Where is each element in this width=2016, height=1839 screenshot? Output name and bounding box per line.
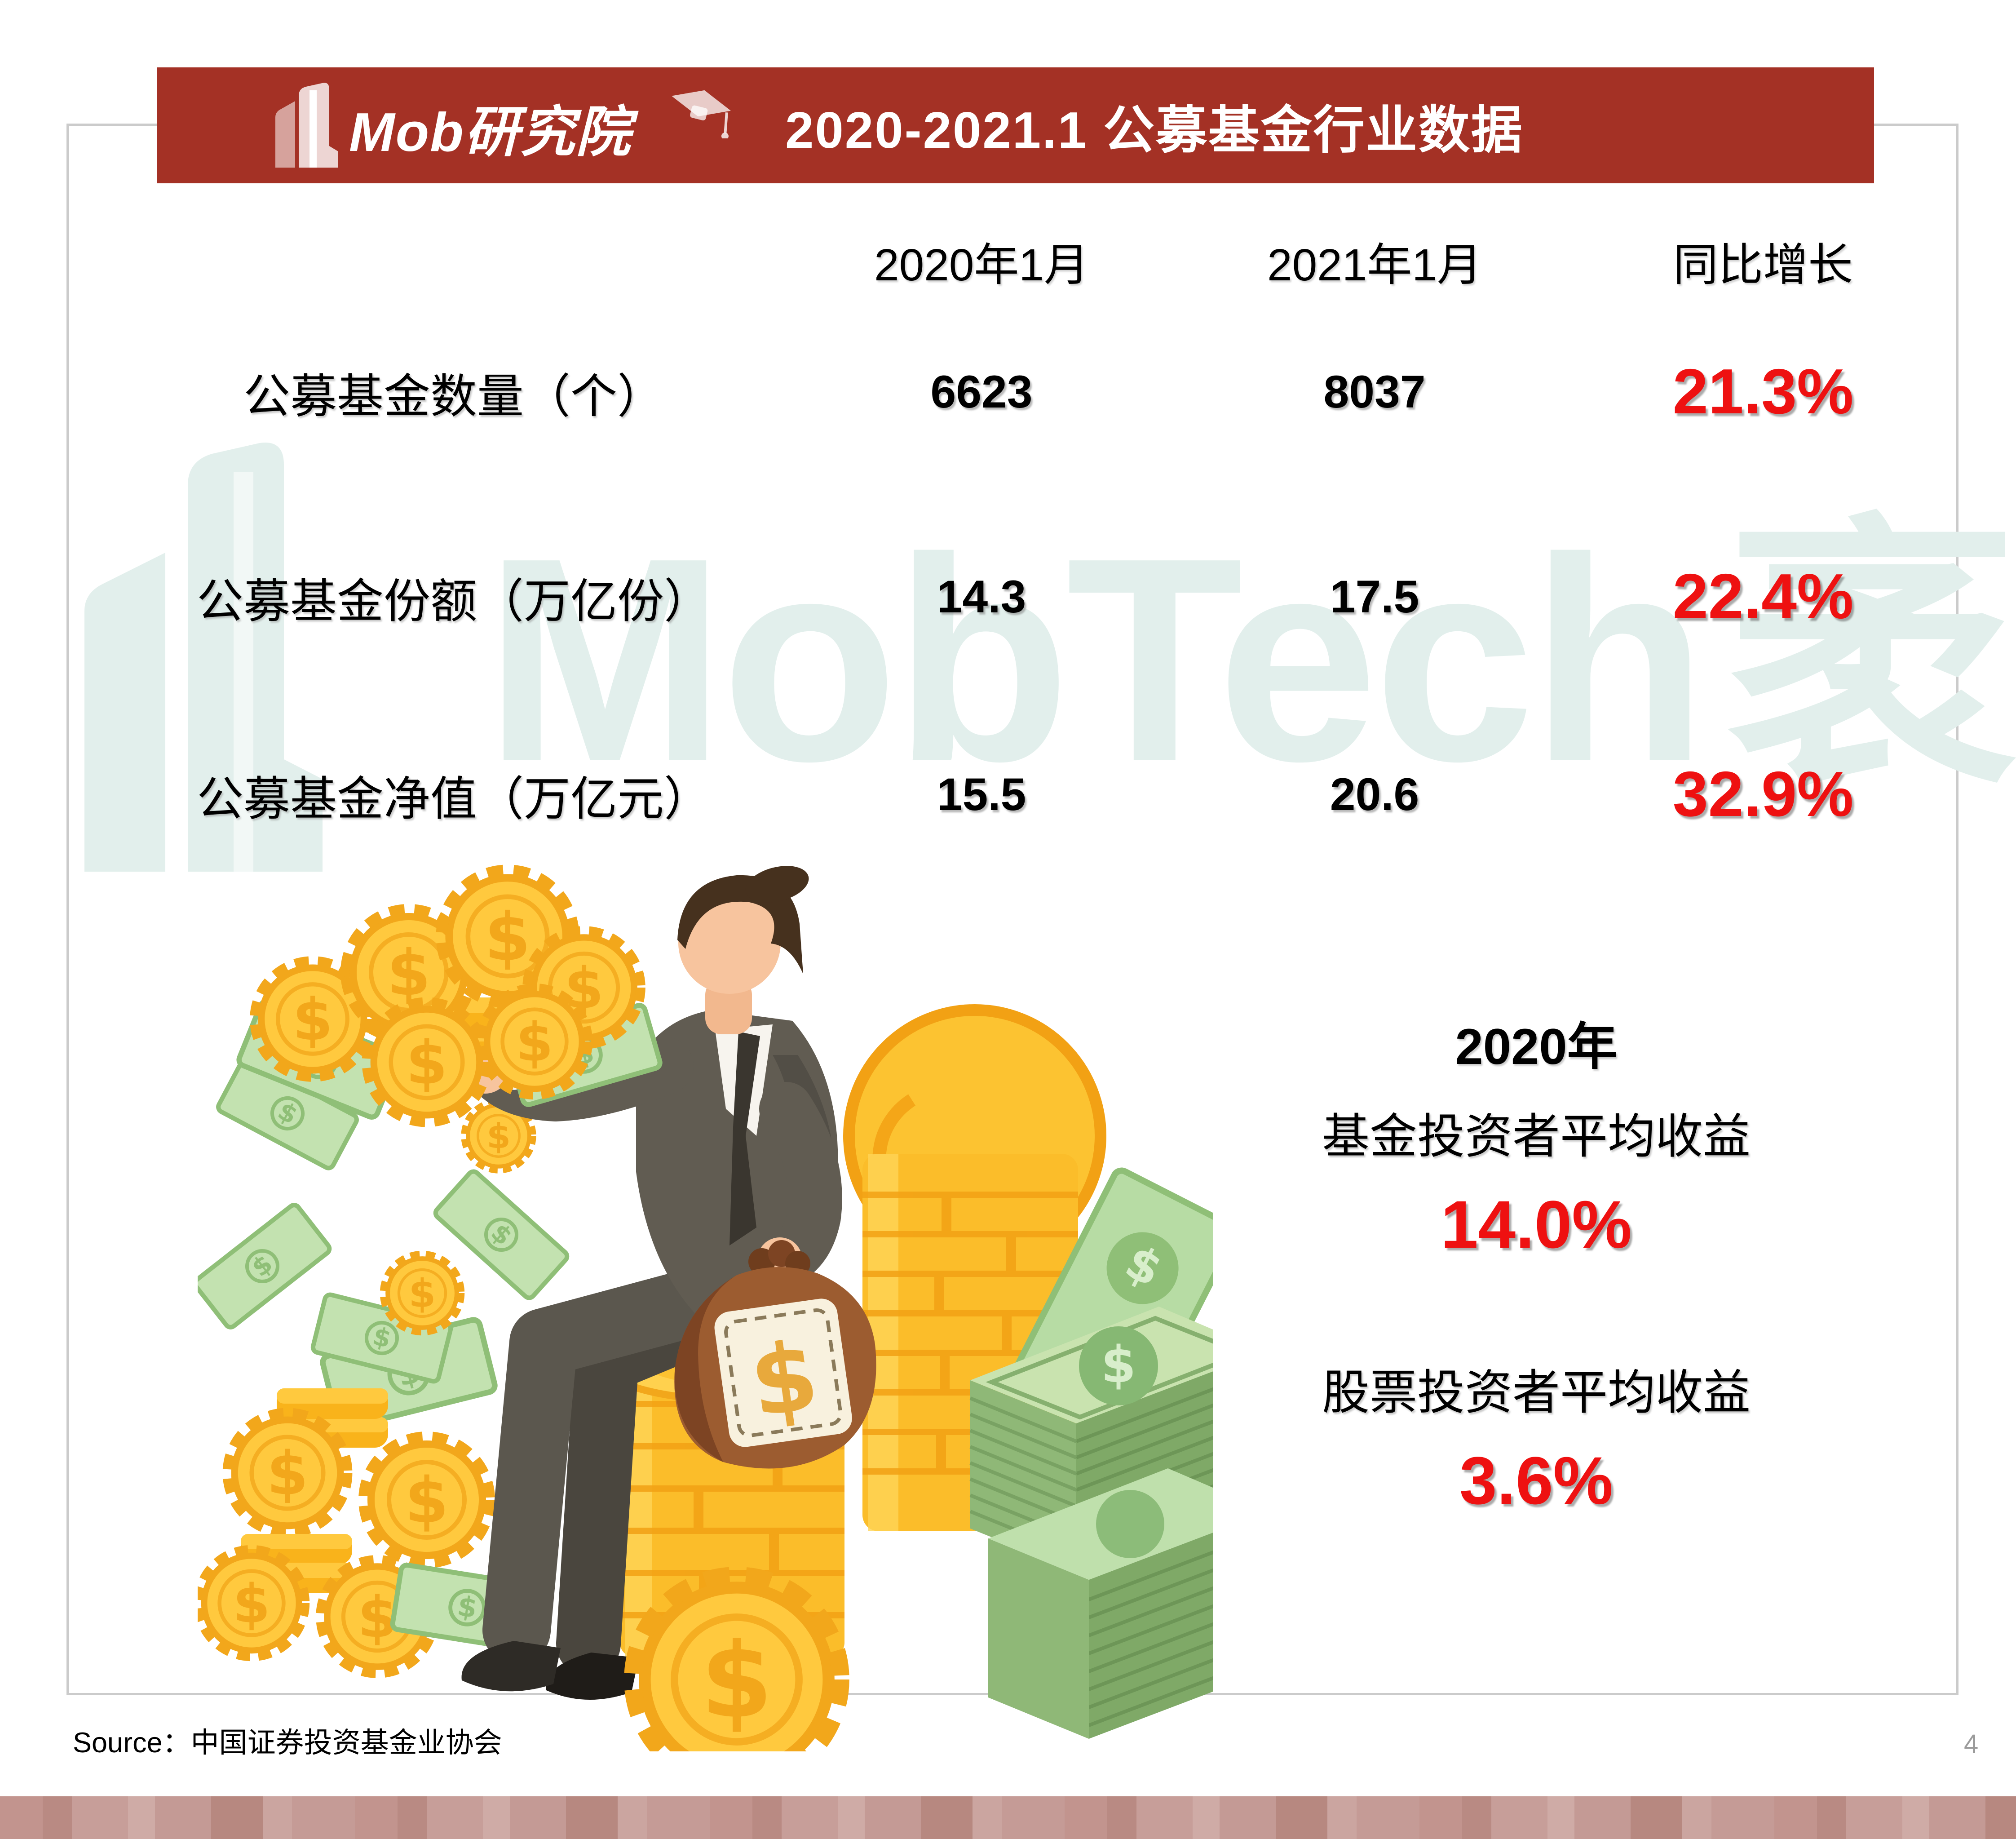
row-label: 公募基金数量（个） [243, 370, 664, 423]
row-label: 公募基金份额（万亿份） [196, 575, 711, 628]
coin-pile-icon [237, 870, 661, 1122]
row-growth: 21.3% [1672, 356, 1854, 427]
table-row: 公募基金数量（个） 6623 8037 21.3% [0, 342, 2016, 441]
bottom-stripe-bar [0, 1796, 2016, 1839]
source-note: Source：中国证券投资基金业协会 [73, 1727, 502, 1759]
row-value-2020: 14.3 [937, 571, 1026, 622]
row-label: 公募基金净值（万亿元） [196, 773, 711, 825]
highlight-fund-label: 基金投资者平均收益 [1322, 1110, 1751, 1163]
logo-building-icon [275, 83, 338, 168]
header-bar: Mob研究院 2020-2021.1 公募基金行业数据 [157, 67, 1874, 183]
row-growth: 32.9% [1672, 758, 1854, 830]
row-value-2020: 15.5 [937, 768, 1026, 820]
col-header-2020: 2020年1月 [874, 239, 1089, 290]
logo-text: Mob研究院 [349, 101, 632, 163]
highlight-fund-value: 14.0% [1441, 1186, 1632, 1262]
row-growth: 22.4% [1672, 561, 1854, 632]
money-illustration: $ $ $ [198, 839, 1213, 1751]
table-row: 公募基金净值（万亿元） 15.5 20.6 32.9% [0, 745, 2016, 844]
col-header-2021: 2021年1月 [1267, 239, 1482, 290]
mob-logo: Mob研究院 [272, 67, 731, 183]
row-value-2020: 6623 [930, 366, 1033, 417]
svg-text:$: $ [1101, 1336, 1136, 1394]
highlight-stock-value: 3.6% [1459, 1442, 1613, 1518]
banknote-stack-icon [988, 1468, 1213, 1739]
table-row: 公募基金份额（万亿份） 14.3 17.5 22.4% [0, 547, 2016, 646]
highlight-year: 2020年 [1455, 1019, 1618, 1075]
row-value-2021: 20.6 [1330, 768, 1419, 820]
table-header-row: 2020年1月 2021年1月 同比增长 [0, 211, 2016, 310]
money-bag-icon: $ [674, 1240, 876, 1469]
row-value-2021: 17.5 [1330, 571, 1419, 622]
col-header-growth: 同比增长 [1673, 239, 1853, 290]
page-number: 4 [1964, 1729, 1979, 1759]
page-title: 2020-2021.1 公募基金行业数据 [785, 102, 1524, 159]
row-value-2021: 8037 [1323, 366, 1426, 417]
businessman-figure: $ [461, 866, 876, 1700]
highlight-stock-label: 股票投资者平均收益 [1322, 1366, 1751, 1419]
svg-text:$: $ [743, 1320, 824, 1439]
graduation-cap-icon [672, 90, 731, 138]
